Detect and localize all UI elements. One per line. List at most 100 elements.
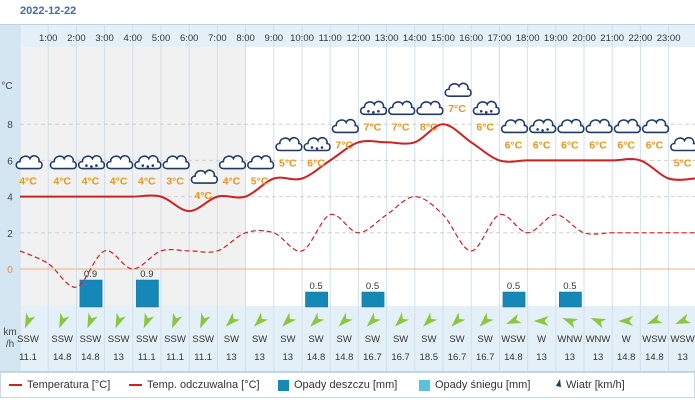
legend-temperature[interactable]: Temperatura [°C] (9, 379, 110, 391)
temp-label: 5°C (251, 176, 269, 188)
wind-arrow-icon (87, 312, 98, 329)
legend-rain[interactable]: Opady deszczu [mm] (278, 379, 397, 391)
hour-label: 19:00 (544, 33, 568, 44)
cloud-icon (49, 154, 77, 170)
wind-direction-label: SSW (80, 334, 102, 345)
wind-speed-label: 14.8 (53, 352, 72, 363)
temperature-line-swatch (9, 384, 22, 386)
wind-arrow-icon (647, 313, 663, 325)
hour-label: 3:00 (95, 33, 114, 44)
wind-arrow-icon (394, 312, 410, 327)
cloud-icon (388, 100, 416, 116)
temp-label: 7°C (392, 121, 410, 133)
cloud-rain-icon (529, 118, 557, 134)
hour-label: 23:00 (657, 33, 681, 44)
hour-label: 22:00 (629, 33, 653, 44)
legend-wind[interactable]: Wiatr [km/h] (551, 379, 625, 391)
y-tick-label: 6 (7, 156, 13, 167)
cloud-icon (641, 118, 670, 134)
wind-direction-label: SW (252, 334, 267, 345)
hour-label: 5:00 (152, 33, 171, 44)
wind-speed-label: 13 (283, 352, 294, 363)
forecast-date: 2022-12-22 (20, 5, 77, 17)
wind-direction-label: SW (365, 334, 380, 345)
legend-feels-like-label: Temp. odczuwalna [°C] (147, 379, 260, 391)
rain-value-label: 0.9 (84, 269, 97, 280)
cloud-rain-icon (134, 154, 162, 170)
rain-bar (361, 291, 385, 308)
cloud-icon (670, 136, 695, 152)
y-tick-label: 2 (7, 229, 13, 240)
wind-direction-label: SSW (51, 334, 73, 345)
wind-direction-label: W (622, 334, 631, 345)
temp-label: 4°C (82, 176, 100, 188)
temp-label: 4°C (53, 176, 71, 188)
temp-label: 4°C (110, 176, 128, 188)
wind-direction-label: WSW (501, 334, 525, 345)
wind-direction-label: SSW (164, 334, 186, 345)
wind-direction-label: WNW (586, 334, 611, 345)
wind-direction-label: SW (337, 334, 352, 345)
wind-arrow-icon (675, 313, 691, 325)
hour-label: 13:00 (375, 33, 399, 44)
wind-arrow-icon (618, 316, 634, 326)
wind-unit-label: /h (6, 339, 14, 350)
hour-label: 15:00 (431, 33, 455, 44)
rain-swatch (278, 379, 289, 391)
wind-arrow-icon (225, 312, 240, 327)
wind-direction-label: SW (421, 334, 436, 345)
rain-value-label: 0.5 (309, 281, 322, 292)
temp-label: 7°C (448, 103, 466, 115)
wind-speed-label: 16.7 (391, 352, 410, 363)
wind-arrow-icon (115, 312, 126, 329)
hour-label: 21:00 (600, 33, 624, 44)
wind-speed-label: 13 (677, 352, 688, 363)
y-tick-label: 4 (7, 193, 13, 204)
wind-arrow-icon (366, 312, 381, 327)
cloud-icon (500, 118, 529, 134)
wind-arrow-icon (200, 312, 211, 329)
rain-value-label: 0.5 (366, 281, 379, 292)
legend-wind-label: Wiatr [km/h] (566, 379, 625, 391)
snow-swatch (419, 379, 430, 391)
cloud-icon (416, 100, 444, 116)
hour-label: 14:00 (403, 33, 427, 44)
temp-label: 8°C (420, 121, 438, 133)
legend-snow[interactable]: Opady śniegu [mm] (419, 379, 530, 391)
wind-arrow-icon (171, 312, 183, 329)
hour-label: 9:00 (265, 33, 284, 44)
forecast-chart: 1:00 2:00 3:00 4:00 5:00 6:00 7:00 8:00 9:00 10:0… (0, 25, 695, 371)
hour-label: 18:00 (516, 33, 540, 44)
legend-feels-like[interactable]: Temp. odczuwalna [°C] (129, 379, 260, 391)
wind-speed-label: 14.8 (504, 352, 523, 363)
temp-label: 6°C (476, 121, 494, 133)
rain-bar (502, 291, 526, 308)
wind-arrow-icon (553, 379, 561, 391)
wind-speed-label: 14.8 (335, 352, 354, 363)
wind-speed-label: 14.8 (81, 352, 100, 363)
temp-label: 6°C (307, 158, 325, 170)
wind-direction-label: SW (280, 334, 295, 345)
cloud-icon (585, 118, 613, 134)
wind-arrow-icon (59, 312, 70, 329)
wind-speed-label: 13 (254, 352, 265, 363)
cloud-icon (190, 169, 218, 184)
cloud-rain-icon (303, 136, 331, 152)
wind-speed-label: 13 (593, 352, 604, 363)
wind-direction-label: SSW (192, 334, 214, 345)
hour-label: 8:00 (236, 33, 255, 44)
wind-speed-label: 14.8 (617, 352, 636, 363)
wind-arrow-icon (451, 312, 466, 327)
wind-arrow-icon (562, 317, 579, 329)
cloud-rain-icon (472, 100, 500, 116)
temp-label: 4°C (194, 190, 212, 202)
wind-speed-label: 18.5 (420, 352, 439, 363)
wind-arrow-icon (506, 313, 522, 325)
wind-arrow-icon (423, 312, 438, 327)
wind-direction-label: SW (478, 334, 493, 345)
temp-unit-label: °C (1, 81, 12, 92)
wind-direction-label: SW (393, 334, 408, 345)
wind-direction-label: WSW (670, 334, 694, 345)
cloud-icon (106, 154, 134, 170)
cloud-icon (247, 154, 275, 170)
